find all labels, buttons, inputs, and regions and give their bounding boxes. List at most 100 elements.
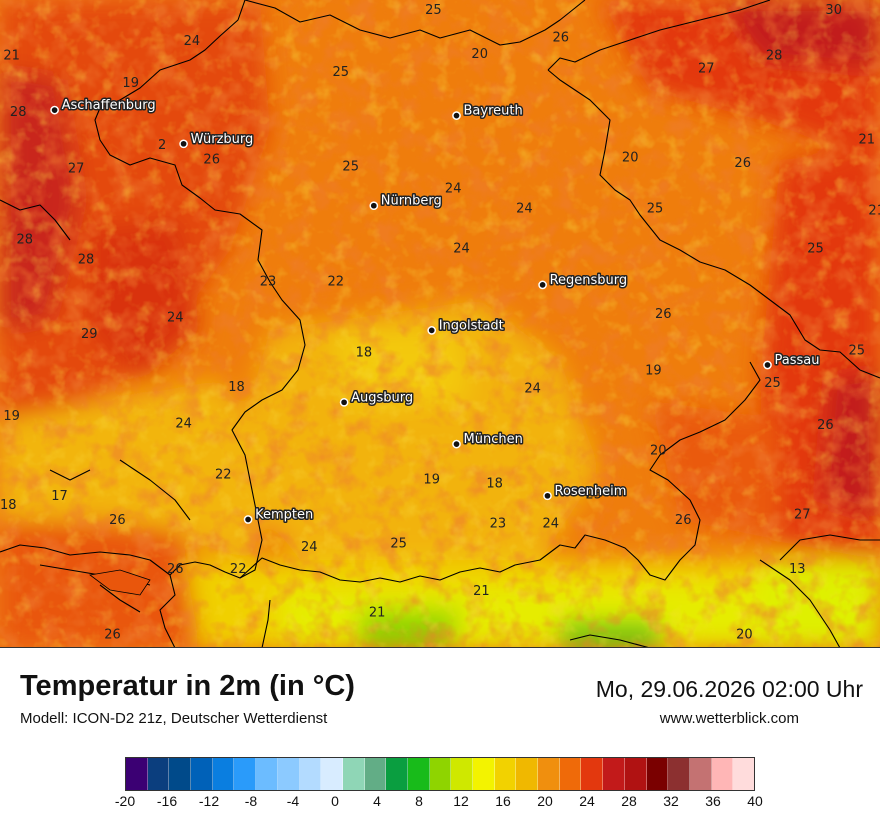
temperature-value: 25	[425, 3, 442, 18]
city-dot	[427, 326, 437, 335]
city-kempten[interactable]: Kempten	[243, 506, 315, 524]
temperature-value: 24	[445, 182, 462, 197]
city-dot	[243, 515, 253, 524]
colorbar-swatch	[342, 758, 365, 790]
temperature-value: 23	[260, 274, 277, 289]
colorbar-tick-label: 36	[705, 793, 721, 809]
city-passau[interactable]: Passau	[763, 352, 821, 370]
city-muenchen[interactable]: München	[452, 431, 524, 449]
forecast-datetime: Mo, 29.06.2026 02:00 Uhr	[595, 676, 863, 702]
temperature-value: 26	[655, 307, 672, 322]
field-noise-cool	[0, 0, 880, 647]
temperature-value: 21	[859, 132, 876, 147]
city-dot	[538, 280, 547, 290]
city-label: Passau	[775, 353, 820, 368]
temperature-value: 24	[543, 516, 560, 531]
colorbar-swatch	[126, 758, 148, 790]
colorbar-tick-label: 16	[495, 793, 511, 809]
temperature-value: 23	[490, 516, 507, 531]
city-label: Ingolstadt	[439, 318, 504, 333]
colorbar-swatch	[364, 758, 387, 790]
colorbar-swatch	[234, 758, 257, 790]
colorbar-swatch	[603, 758, 625, 790]
temperature-value: 25	[342, 160, 359, 175]
colorbar-tick-label: -8	[244, 793, 258, 809]
website-link[interactable]: www.wetterblick.com	[659, 710, 799, 727]
city-dot	[369, 201, 379, 211]
city-label: Bayreuth	[464, 104, 523, 119]
temperature-value: 30	[825, 3, 842, 18]
colorbar	[125, 757, 755, 791]
city-dot	[543, 491, 552, 501]
temperature-value: 2	[158, 138, 166, 153]
colorbar-swatch	[473, 758, 495, 790]
city-regensburg[interactable]: Regensburg	[538, 271, 629, 290]
temperature-value: 18	[356, 345, 373, 360]
temperature-value: 26	[109, 513, 126, 528]
city-dot	[452, 111, 461, 120]
temperature-value: 24	[516, 202, 533, 217]
colorbar-swatch	[277, 758, 300, 790]
temperature-value: 18	[228, 380, 245, 395]
colorbar-tick-label: 0	[331, 793, 339, 809]
temperature-value: 21	[868, 203, 880, 218]
colorbar-swatch	[559, 758, 582, 790]
temperature-value: 17	[51, 489, 68, 504]
temperature-value: 22	[328, 274, 345, 289]
city-markers: Aschaffenburg Würzburg Bayreuth Nürnberg Reg…	[50, 97, 821, 524]
city-aschaffenburg[interactable]: Aschaffenburg	[50, 97, 157, 115]
city-nuernberg[interactable]: Nürnberg	[369, 192, 443, 211]
temperature-value: 25	[333, 65, 350, 80]
colorbar-swatch	[451, 758, 473, 790]
temperature-labels: 25 24 26 30 21 20 28 25 27 19 28 20 21 2 26 27 25 26 24 24 2…	[0, 3, 880, 642]
colorbar-swatch	[147, 758, 170, 790]
colorbar-tick-label: 28	[621, 793, 637, 809]
city-rosenheim[interactable]: Rosenheim	[543, 482, 628, 501]
border-hessen	[0, 199, 71, 241]
temperature-value: 26	[104, 627, 121, 642]
temperature-value: 27	[794, 507, 811, 522]
colorbar-tick-label: -4	[286, 793, 300, 809]
city-dot	[339, 397, 349, 407]
temperature-value: 18	[0, 498, 17, 513]
colorbar-swatch	[407, 758, 430, 790]
temperature-value: 28	[17, 232, 34, 247]
city-dot	[763, 360, 772, 370]
temperature-value: 26	[167, 562, 184, 577]
temperature-value: 13	[789, 562, 806, 577]
temperature-value: 19	[423, 473, 440, 488]
city-ingolstadt[interactable]: Ingolstadt	[427, 317, 505, 335]
border-czech-north	[547, 0, 771, 71]
colorbar-swatch	[538, 758, 560, 790]
temperature-value: 28	[10, 105, 27, 120]
colorbar-swatch	[581, 758, 604, 790]
temperature-value: 21	[3, 49, 20, 64]
colorbar-tick-label: 8	[415, 793, 423, 809]
city-bayreuth[interactable]: Bayreuth	[452, 102, 524, 120]
temperature-value: 18	[486, 476, 503, 491]
city-label: München	[464, 432, 523, 447]
temperature-value: 24	[167, 311, 184, 326]
city-augsburg[interactable]: Augsburg	[339, 389, 415, 407]
temperature-value: 24	[524, 382, 541, 397]
city-label: Rosenheim	[555, 484, 627, 499]
border-czech	[547, 69, 880, 379]
city-label: Regensburg	[550, 273, 628, 288]
bavaria-border-west	[94, 0, 306, 579]
temperature-value: 24	[301, 540, 318, 555]
temperature-value: 26	[817, 418, 834, 433]
temperature-value: 27	[68, 162, 85, 177]
temperature-value: 25	[849, 344, 866, 359]
temperature-map[interactable]: 25 24 26 30 21 20 28 25 27 19 28 20 21 2 26 27 25 26 24 24 2…	[0, 0, 880, 648]
colorbar-tick-label: 20	[537, 793, 553, 809]
temperature-value: 25	[390, 536, 407, 551]
colorbar-tick-label: 40	[747, 793, 763, 809]
city-label: Würzburg	[191, 132, 254, 147]
colorbar-swatch	[711, 758, 734, 790]
colorbar-swatch	[169, 758, 192, 790]
temperature-value: 28	[78, 253, 95, 268]
temperature-value: 24	[184, 34, 201, 49]
colorbar-tick-label: 24	[579, 793, 595, 809]
temperature-value: 19	[645, 364, 662, 379]
city-wuerzburg[interactable]: Würzburg	[179, 130, 255, 148]
